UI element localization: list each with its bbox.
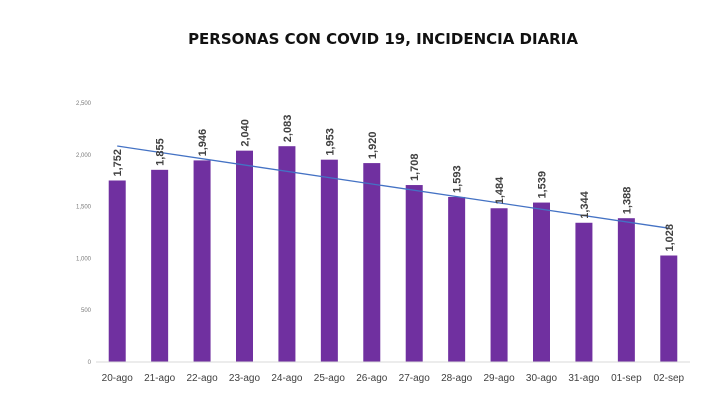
x-tick-label: 26-ago (356, 373, 388, 384)
trendline-group (117, 145, 669, 229)
x-tick-label: 23-ago (229, 373, 261, 384)
data-label: 1,028 (664, 224, 676, 252)
bar (193, 160, 211, 362)
bar (448, 196, 466, 362)
data-label: 1,920 (367, 132, 379, 160)
bar (108, 180, 126, 362)
y-tick-label: 1,000 (76, 256, 92, 262)
y-tick-label: 0 (88, 360, 92, 366)
data-label: 1,946 (197, 129, 209, 157)
x-tick-label: 31-ago (568, 373, 600, 384)
bar (278, 146, 296, 362)
bar (405, 185, 423, 362)
x-tick-label: 25-ago (314, 373, 346, 384)
data-label: 1,344 (579, 190, 591, 218)
x-tick-label: 22-ago (187, 373, 219, 384)
bar (660, 255, 678, 362)
x-tick-label: 20-ago (102, 373, 134, 384)
x-tick-label: 28-ago (441, 373, 473, 384)
bars (108, 146, 678, 362)
data-label: 1,752 (112, 149, 124, 177)
trendline (117, 145, 669, 229)
data-label: 2,040 (240, 119, 252, 147)
x-tick-label: 29-ago (484, 373, 516, 384)
bar (320, 159, 338, 362)
bar (533, 202, 550, 362)
x-tick-label: 21-ago (144, 373, 176, 384)
bar (617, 218, 635, 362)
data-label: 2,083 (282, 115, 294, 143)
x-tick-label: 27-ago (399, 373, 431, 384)
bar (363, 163, 381, 362)
x-tick-label: 02-sep (653, 373, 684, 384)
y-tick-label: 500 (81, 308, 92, 314)
y-tick-label: 2,500 (76, 101, 92, 107)
x-tick-label: 30-ago (526, 373, 558, 384)
x-tick-label: 01-sep (611, 373, 642, 384)
data-label: 1,388 (621, 187, 633, 215)
data-label: 1,855 (155, 138, 167, 166)
bar (236, 150, 253, 362)
y-axis: 0 500 1,000 1,500 2,000 2,500 (76, 101, 92, 366)
data-label: 1,593 (452, 165, 464, 193)
y-tick-label: 2,000 (76, 153, 92, 159)
data-labels: 1,752 1,855 1,946 2,040 2,083 1,953 1,920 1,708… (112, 115, 676, 252)
chart-title: PERSONAS CON COVID 19, INCIDENCIA DIARIA (188, 30, 578, 48)
y-tick-label: 1,500 (76, 205, 92, 211)
data-label: 1,708 (409, 154, 421, 182)
x-tick-label: 24-ago (271, 373, 303, 384)
bar (575, 222, 593, 362)
data-label: 1,953 (324, 128, 336, 156)
data-label: 1,539 (537, 171, 549, 199)
x-axis: 20-ago 21-ago 22-ago 23-ago 24-ago 25-ago 26-a… (102, 373, 685, 384)
bar (151, 169, 169, 362)
bar (490, 208, 508, 362)
data-label: 1,484 (494, 176, 506, 204)
